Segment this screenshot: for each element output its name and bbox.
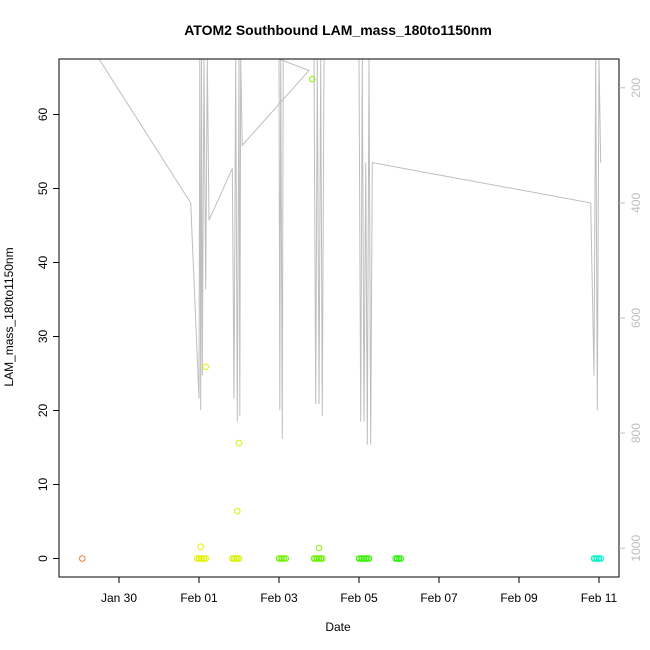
data-point: [235, 439, 243, 447]
y2-tick-label: 400: [629, 193, 643, 213]
data-point: [79, 555, 86, 562]
y2-tick-label: 200: [629, 77, 643, 97]
x-tick-label: Feb 01: [180, 591, 218, 605]
data-point: [282, 555, 290, 562]
data-point: [315, 544, 323, 552]
data-point: [365, 555, 373, 562]
data-point: [234, 507, 241, 515]
data-points-layer: [79, 75, 605, 562]
y2-tick-label: 1000: [629, 535, 643, 562]
x-tick-label: Feb 05: [340, 591, 378, 605]
y-axis-label: LAM_mass_180to1150nm: [2, 247, 16, 386]
x-tick-label: Feb 07: [420, 591, 458, 605]
data-point: [202, 555, 209, 562]
altitude-track-layer: [98, 59, 602, 445]
data-point: [202, 363, 209, 371]
plot-frame: [58, 58, 620, 578]
altitude-track-line: [98, 59, 602, 445]
x-tick-label: Jan 30: [101, 591, 137, 605]
y-tick-label: 40: [36, 256, 50, 270]
data-point: [597, 555, 605, 562]
y-tick-label: 60: [36, 108, 50, 122]
y2-tick-label: 800: [629, 423, 643, 443]
data-point: [397, 555, 405, 562]
y-tick-label: 0: [36, 555, 50, 562]
y-tick-label: 10: [36, 478, 50, 492]
x-tick-label: Feb 03: [260, 591, 298, 605]
x-axis-label: Date: [325, 620, 351, 634]
y2-tick-label: 600: [629, 308, 643, 328]
axes-layer: Jan 30 Feb 01 Feb 03 Feb 05 Feb 07 Feb 09 Feb …: [36, 58, 643, 605]
chart-title: ATOM2 Southbound LAM_mass_180to1150nm: [184, 22, 492, 38]
x-tick-label: Feb 11: [581, 591, 618, 605]
data-point: [197, 543, 204, 551]
data-point: [235, 555, 243, 562]
x-tick-label: Feb 09: [500, 591, 538, 605]
y-tick-label: 30: [36, 330, 50, 344]
data-point: [309, 75, 316, 83]
y-tick-label: 20: [36, 404, 50, 418]
data-point: [319, 555, 326, 562]
y-tick-label: 50: [36, 182, 50, 196]
